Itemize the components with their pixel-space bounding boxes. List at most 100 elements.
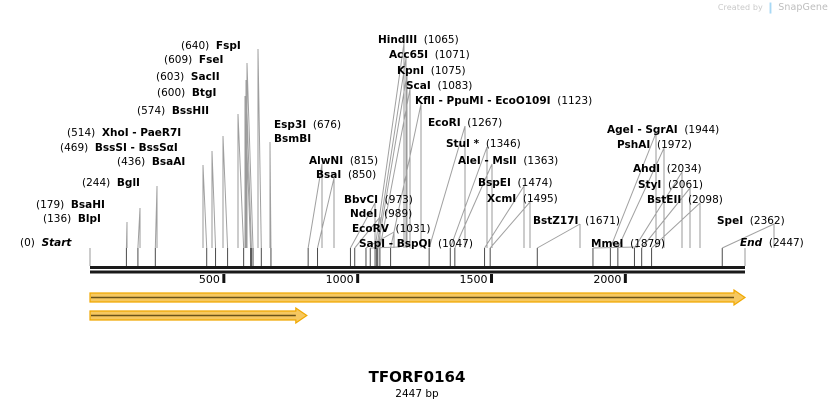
enzyme-position-ndeI: (989) [384, 208, 413, 220]
enzyme-label-xhoI[interactable]: (514) XhoI - PaeR7I [67, 128, 181, 139]
enzyme-position-sapI: (1047) [438, 238, 473, 250]
enzyme-label-bssSI[interactable]: (469) BssSI - BssSαI [60, 143, 178, 154]
enzyme-name-btgI: BtgI [191, 87, 217, 99]
enzyme-position-kflI: (1123) [557, 95, 593, 107]
enzyme-label-ahdI[interactable]: AhdI (2034) [633, 164, 702, 175]
cut-site-leader [246, 62, 254, 249]
cut-site-leader [154, 185, 158, 249]
enzyme-position-bsaAI: (436) [117, 156, 146, 168]
cut-site-leader [244, 95, 252, 249]
enzyme-label-sacII[interactable]: (603) SacII [156, 72, 220, 83]
start-marker[interactable]: (0) Start [20, 238, 71, 249]
enzyme-label-kflI[interactable]: KflI - PpuMI - EcoO109I (1123) [415, 96, 592, 107]
enzyme-label-acc65I[interactable]: Acc65I (1071) [389, 50, 470, 61]
enzyme-position-acc65I: (1071) [434, 49, 470, 61]
enzyme-position-mmeI: (1879) [630, 238, 666, 250]
enzyme-label-btgI[interactable]: (600) BtgI [157, 88, 216, 99]
enzyme-name-sapI: SapI - BspQI [359, 238, 432, 250]
cut-site-leader [245, 79, 252, 249]
enzyme-name-aleI: AleI - MslI [458, 155, 517, 167]
cut-site-leader [257, 48, 262, 249]
snapgene-logo-icon: ❙ [765, 1, 776, 14]
enzyme-label-ecoRI[interactable]: EcoRI (1267) [428, 118, 502, 129]
cut-site-leader [484, 185, 525, 249]
start-marker-position: (0) [20, 237, 35, 249]
cut-site-leader [454, 163, 493, 249]
sequence-backbone [90, 266, 745, 269]
cut-site-leader [202, 164, 208, 249]
end-marker[interactable]: End (2447) [740, 238, 804, 249]
enzyme-position-fseI: (609) [164, 54, 193, 66]
cut-site-leader [377, 73, 408, 249]
enzyme-label-bsaHI[interactable]: (179) BsaHI [36, 200, 105, 211]
enzyme-position-sacII: (603) [156, 71, 185, 83]
enzyme-label-esp3I-alt[interactable]: BsmBI [274, 134, 311, 145]
cut-site-leader [137, 207, 141, 249]
enzyme-name-fspI: FspI [215, 40, 241, 52]
enzyme-label-scaI[interactable]: ScaI (1083) [406, 81, 472, 92]
enzyme-name-pshAI: PshAI [617, 139, 651, 151]
enzyme-position-xcmI: (1495) [522, 193, 558, 205]
enzyme-label-styI[interactable]: StyI (2061) [638, 180, 703, 191]
enzyme-name-xcmI: XcmI [487, 193, 517, 205]
enzyme-position-speI: (2362) [749, 215, 785, 227]
start-marker-label: Start [41, 237, 72, 249]
enzyme-label-fseI[interactable]: (609) FseI [164, 55, 223, 66]
enzyme-label-pshAI[interactable]: PshAI (1972) [617, 140, 692, 151]
enzyme-label-ecoRV[interactable]: EcoRV (1031) [352, 224, 430, 235]
enzyme-name-speI: SpeI [717, 215, 744, 227]
enzyme-position-blpI: (136) [43, 213, 72, 225]
enzyme-name-bstZ17I: BstZ17I [533, 215, 579, 227]
enzyme-position-stuI: (1346) [485, 138, 521, 150]
enzyme-name-hindIII: HindIII [378, 34, 418, 46]
enzyme-label-sapI[interactable]: SapI - BspQI (1047) [359, 239, 473, 250]
enzyme-position-ecoRI: (1267) [467, 117, 503, 129]
enzyme-label-esp3I[interactable]: Esp3I (676) [274, 120, 341, 131]
enzyme-name-ahdI: AhdI [633, 163, 661, 175]
enzyme-name-blpI: BlpI [77, 213, 101, 225]
enzyme-position-scaI: (1083) [437, 80, 473, 92]
enzyme-label-hindIII[interactable]: HindIII (1065) [378, 35, 459, 46]
enzyme-name-bstEII: BstEII [647, 194, 682, 206]
ruler-tick [356, 274, 360, 283]
ruler-tick [490, 274, 494, 283]
enzyme-label-stuI[interactable]: StuI * (1346) [446, 139, 521, 150]
enzyme-label-bsaAI[interactable]: (436) BsaAI [117, 157, 185, 168]
enzyme-name-kpnI: KpnI [397, 65, 425, 77]
enzyme-label-kpnI[interactable]: KpnI (1075) [397, 66, 466, 77]
enzyme-label-ageI[interactable]: AgeI - SgrAI (1944) [607, 125, 719, 136]
enzyme-position-xhoI: (514) [67, 127, 96, 139]
enzyme-label-bssHII[interactable]: (574) BssHII [137, 106, 209, 117]
cut-site-leader [125, 221, 128, 249]
enzyme-label-bglI[interactable]: (244) BglI [82, 178, 140, 189]
enzyme-label-blpI[interactable]: (136) BlpI [43, 214, 101, 225]
cut-site-leader [374, 42, 405, 249]
watermark-created-by-label: Created by [717, 3, 763, 12]
enzyme-position-pshAI: (1972) [656, 139, 692, 151]
ruler-label-2000: 2000 [593, 273, 622, 286]
enzyme-label-ndeI[interactable]: NdeI (989) [350, 209, 412, 220]
enzyme-label-bstEII[interactable]: BstEII (2098) [647, 195, 723, 206]
enzyme-label-fspI[interactable]: (640) FspI [181, 41, 241, 52]
enzyme-label-bsaI[interactable]: BsaI (850) [316, 170, 376, 181]
enzyme-label-alwNI[interactable]: AlwNI (815) [309, 156, 378, 167]
enzyme-name-stuI: StuI * [446, 138, 480, 150]
cut-site-leader [307, 163, 323, 249]
cut-site-leader [354, 216, 381, 249]
enzyme-position-bstZ17I: (1671) [585, 215, 621, 227]
enzyme-name-scaI: ScaI [406, 80, 431, 92]
enzyme-position-bspEI: (1474) [517, 177, 553, 189]
enzyme-name-fseI: FseI [198, 54, 224, 66]
enzyme-label-mmeI[interactable]: MmeI (1879) [591, 239, 665, 250]
cut-site-leader [317, 177, 335, 249]
enzyme-label-xcmI[interactable]: XcmI (1495) [487, 194, 558, 205]
enzyme-position-fspI: (640) [181, 40, 210, 52]
enzyme-label-bstZ17I[interactable]: BstZ17I (1671) [533, 216, 620, 227]
enzyme-label-bspEI[interactable]: BspEI (1474) [478, 178, 552, 189]
cut-site-leader [449, 146, 488, 249]
enzyme-label-speI[interactable]: SpeI (2362) [717, 216, 785, 227]
enzyme-label-bbvCI[interactable]: BbvCI (973) [344, 195, 413, 206]
enzyme-label-aleI[interactable]: AleI - MslI (1363) [458, 156, 558, 167]
cut-site-leader [428, 125, 466, 249]
